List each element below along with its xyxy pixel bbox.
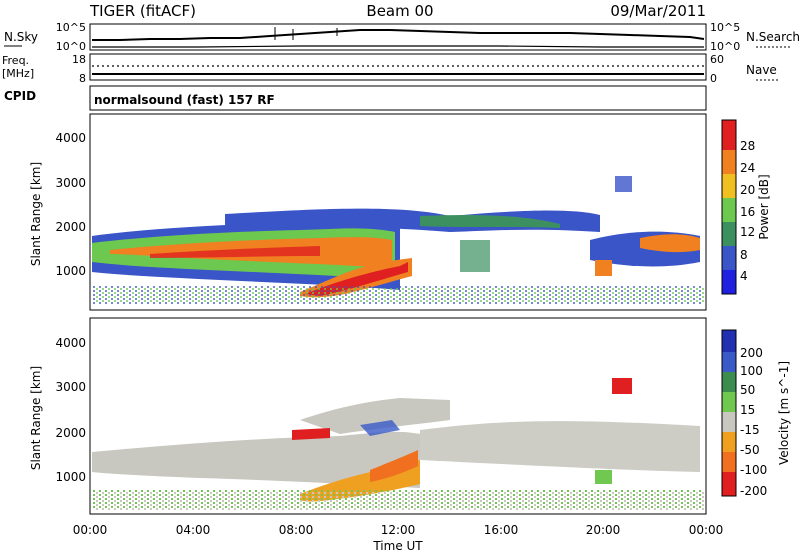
radar-title: TIGER (fitACF) — [89, 2, 196, 20]
power-echoes — [92, 176, 704, 304]
velocity-cb-label: Velocity [m s^-1] — [777, 361, 791, 465]
velocity-colorbar: 200 100 50 15 -15 -50 -100 -200 Velocity… — [721, 329, 791, 498]
xtick-0000: 00:00 — [73, 523, 108, 537]
power-panel: Slant Range [km] 1000 2000 3000 4000 — [29, 113, 707, 311]
power-cb-tick-8: 8 — [740, 248, 748, 262]
velocity-cb-tick-neg200: -200 — [740, 484, 767, 498]
velocity-ytick-4000: 4000 — [55, 336, 86, 350]
freq-panel: Freq. [MHz] 18 8 60 0 Nave — [2, 53, 780, 85]
velocity-echoes — [92, 378, 704, 510]
xtick-2000: 20:00 — [586, 523, 621, 537]
beam-label: Beam 00 — [366, 2, 433, 20]
x-axis-label: Time UT — [372, 539, 423, 553]
nsky-trace — [92, 29, 705, 41]
power-ytick-2000: 2000 — [55, 220, 86, 234]
power-cb-tick-16: 16 — [740, 205, 755, 219]
nsky-panel: N.Sky 10^5 10^0 10^5 10^0 N.Search — [4, 21, 800, 53]
nsearch-label: N.Search — [746, 30, 800, 44]
velocity-ylabel: Slant Range [km] — [29, 366, 43, 470]
nsearch-tick-bottom: 10^0 — [710, 40, 740, 53]
xtick-0400: 04:00 — [176, 523, 211, 537]
power-ytick-3000: 3000 — [55, 176, 86, 190]
xtick-1200: 12:00 — [381, 523, 416, 537]
velocity-cb-tick-15: 15 — [740, 403, 755, 417]
velocity-cb-tick-200: 200 — [740, 346, 763, 360]
cpid-label: CPID — [4, 89, 36, 103]
nave-label: Nave — [746, 63, 777, 77]
freq-label-1: Freq. — [2, 54, 29, 67]
power-ytick-4000: 4000 — [55, 131, 86, 145]
power-ylabel: Slant Range [km] — [29, 162, 43, 266]
nave-tick-bottom: 0 — [710, 72, 717, 85]
freq-label-2: [MHz] — [2, 67, 34, 80]
nsky-tick-bottom: 10^0 — [56, 40, 86, 53]
power-cb-tick-20: 20 — [740, 183, 755, 197]
nsky-tick-top: 10^5 — [56, 21, 86, 34]
velocity-ytick-1000: 1000 — [55, 470, 86, 484]
velocity-ytick-3000: 3000 — [55, 380, 86, 394]
power-cb-tick-24: 24 — [740, 161, 755, 175]
nsky-label: N.Sky — [4, 30, 38, 44]
velocity-cb-tick-50: 50 — [740, 383, 755, 397]
cpid-mode: normalsound (fast) 157 RF — [94, 93, 275, 107]
velocity-ytick-2000: 2000 — [55, 426, 86, 440]
power-cb-tick-28: 28 — [740, 139, 755, 153]
freq-tick-top: 18 — [72, 53, 86, 66]
xtick-0800: 08:00 — [279, 523, 314, 537]
nsearch-trace — [92, 45, 704, 48]
velocity-cb-tick-100: 100 — [740, 364, 763, 378]
power-cb-tick-4: 4 — [740, 269, 748, 283]
velocity-panel: Slant Range [km] 1000 2000 3000 4000 — [29, 317, 707, 515]
power-colorbar: 4 8 12 16 20 24 28 Power [dB] — [721, 119, 771, 295]
power-ytick-1000: 1000 — [55, 264, 86, 278]
power-cb-label: Power [dB] — [757, 174, 771, 239]
date-label: 09/Mar/2011 — [610, 2, 706, 20]
freq-tick-bottom: 8 — [79, 72, 86, 85]
nsearch-tick-top: 10^5 — [710, 21, 740, 34]
power-cb-tick-12: 12 — [740, 225, 755, 239]
xtick-2400: 00:00 — [689, 523, 724, 537]
xtick-1600: 16:00 — [484, 523, 519, 537]
velocity-cb-tick-neg15: -15 — [740, 423, 760, 437]
nave-tick-top: 60 — [710, 53, 724, 66]
velocity-cb-tick-neg50: -50 — [740, 443, 760, 457]
cpid-panel: CPID normalsound (fast) 157 RF — [4, 85, 707, 111]
time-axis: 00:00 04:00 08:00 12:00 16:00 20:00 00:0… — [73, 523, 724, 553]
velocity-cb-tick-neg100: -100 — [740, 463, 767, 477]
